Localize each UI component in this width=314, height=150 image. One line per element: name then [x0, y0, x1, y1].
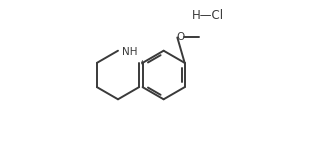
Text: NH: NH	[122, 47, 138, 57]
Polygon shape	[141, 60, 143, 66]
Text: H—Cl: H—Cl	[192, 9, 224, 22]
Text: O: O	[176, 32, 185, 42]
